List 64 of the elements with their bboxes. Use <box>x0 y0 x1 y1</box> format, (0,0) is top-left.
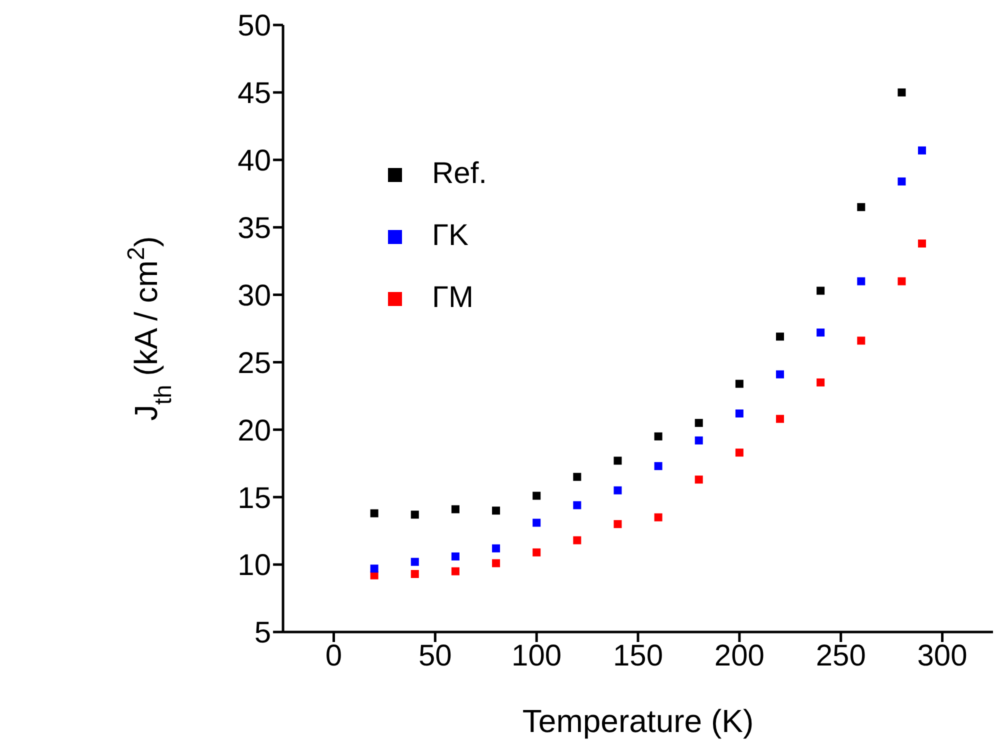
point <box>857 277 866 286</box>
point <box>614 486 622 494</box>
point <box>735 448 744 457</box>
point <box>492 506 500 515</box>
point <box>370 564 378 573</box>
x-tick-label: 200 <box>714 639 764 672</box>
y-tick-label: 50 <box>238 10 272 43</box>
x-tick-label: 0 <box>325 639 342 672</box>
point <box>918 240 926 248</box>
point <box>654 513 662 522</box>
y-tick-label: 25 <box>238 346 272 380</box>
x-tick-label: 100 <box>512 639 562 672</box>
point <box>410 510 419 519</box>
point <box>614 456 622 465</box>
y-tick-label: 15 <box>238 482 272 515</box>
point <box>857 336 866 345</box>
point <box>573 472 582 481</box>
point <box>776 332 784 341</box>
point <box>694 418 703 427</box>
x-tick-label: 150 <box>612 639 664 672</box>
point <box>816 378 825 386</box>
point <box>451 567 460 576</box>
point <box>816 286 825 295</box>
point <box>918 146 926 154</box>
point <box>898 177 906 186</box>
point <box>816 328 825 337</box>
y-tick-label: 20 <box>238 414 272 448</box>
point <box>654 462 662 470</box>
point <box>898 88 906 96</box>
y-tick-label: 40 <box>238 144 272 178</box>
point <box>654 432 662 440</box>
point <box>614 520 622 528</box>
point <box>370 509 378 518</box>
point <box>573 536 582 544</box>
point <box>573 501 582 510</box>
x-tick-label: 50 <box>418 639 452 672</box>
y-tick-label: 5 <box>254 616 272 650</box>
x-tick-label: 300 <box>917 639 968 672</box>
point <box>694 476 703 484</box>
point <box>492 559 500 568</box>
point <box>735 380 744 388</box>
legend-label: ΓK <box>432 219 469 252</box>
point <box>532 492 541 500</box>
point <box>410 570 419 578</box>
x-axis-title: Temperature (K) <box>522 703 754 739</box>
point <box>776 370 784 378</box>
point <box>735 409 744 418</box>
y-tick-label: 30 <box>238 279 272 312</box>
point <box>776 414 784 423</box>
y-tick-label: 45 <box>238 77 272 110</box>
y-tick-label: 10 <box>238 549 272 582</box>
point <box>451 552 460 560</box>
point <box>451 505 460 514</box>
legend-label: ΓM <box>432 281 474 314</box>
point <box>492 544 500 552</box>
point <box>532 518 541 527</box>
point <box>410 558 419 566</box>
y-tick-label: 35 <box>238 212 272 245</box>
point <box>898 277 906 286</box>
point <box>857 203 866 212</box>
point <box>532 548 541 556</box>
x-tick-label: 250 <box>816 639 866 672</box>
point <box>694 436 703 444</box>
legend-label: Ref. <box>432 157 488 190</box>
